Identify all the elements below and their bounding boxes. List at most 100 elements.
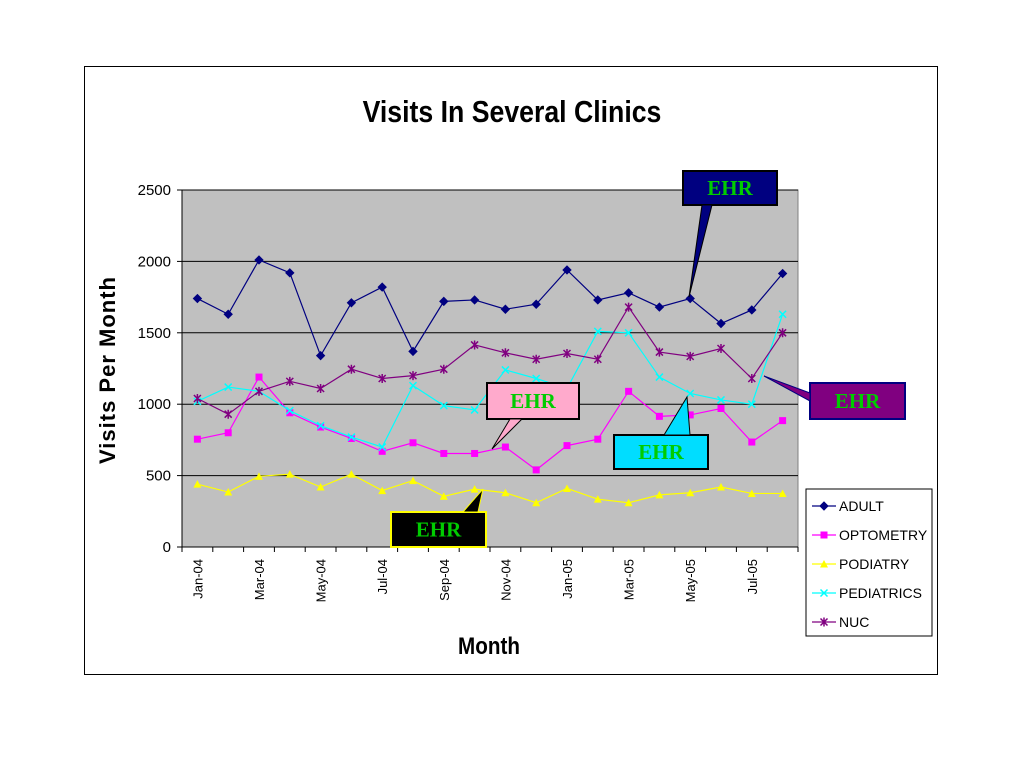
ehr-callout-box bbox=[809, 382, 906, 420]
data-point-nuc bbox=[593, 354, 602, 364]
data-point-adult bbox=[500, 304, 511, 314]
series-line-adult bbox=[197, 259, 784, 358]
ehr-callout-label: EHR bbox=[638, 440, 684, 464]
data-point-podiatry bbox=[532, 498, 541, 507]
y-axis-label: Visits Per Month bbox=[95, 276, 120, 464]
legend-box bbox=[805, 488, 933, 637]
data-point-pediatrics bbox=[501, 365, 510, 374]
plot-area bbox=[181, 189, 799, 548]
y-tick-label: 2000 bbox=[138, 253, 171, 270]
data-point-pediatrics bbox=[224, 383, 233, 392]
data-point-podiatry bbox=[624, 498, 633, 507]
data-point-pediatrics bbox=[470, 405, 479, 414]
x-tick-label: May-05 bbox=[683, 559, 698, 602]
data-point-adult bbox=[223, 309, 233, 319]
data-point-optometry bbox=[409, 439, 417, 447]
data-point-adult bbox=[469, 295, 480, 305]
data-point-pediatrics bbox=[655, 373, 664, 382]
data-point-pediatrics bbox=[778, 310, 787, 319]
data-point-nuc bbox=[347, 364, 356, 374]
y-tick-label: 2500 bbox=[138, 182, 171, 199]
data-point-optometry bbox=[717, 404, 725, 412]
legend-label-podiatry: PODIATRY bbox=[839, 556, 910, 572]
ehr-callout-label: EHR bbox=[835, 389, 881, 413]
ehr-callout-pointer bbox=[491, 418, 524, 450]
data-point-nuc bbox=[285, 376, 294, 386]
chart-title: Visits In Several Clinics bbox=[363, 95, 662, 129]
data-point-optometry bbox=[563, 442, 571, 450]
data-point-nuc bbox=[408, 371, 418, 381]
y-tick-label: 1000 bbox=[138, 396, 171, 413]
data-point-podiatry bbox=[439, 492, 448, 500]
data-point-adult bbox=[285, 268, 295, 278]
data-point-podiatry bbox=[347, 470, 356, 478]
x-tick-label: Mar-05 bbox=[622, 559, 637, 600]
data-point-pediatrics bbox=[686, 389, 695, 398]
ehr-callout-label: EHR bbox=[416, 518, 462, 542]
ehr-callout-box bbox=[486, 382, 580, 420]
ehr-callout-box bbox=[682, 170, 778, 206]
data-point-nuc bbox=[532, 354, 541, 364]
data-point-optometry bbox=[471, 449, 479, 457]
series-line-nuc bbox=[197, 305, 784, 415]
data-point-optometry bbox=[779, 417, 787, 425]
data-point-adult bbox=[531, 299, 541, 309]
x-tick-label: Jul-05 bbox=[745, 559, 760, 594]
x-tick-label: Jan-04 bbox=[190, 559, 205, 599]
legend-label-adult: ADULT bbox=[839, 498, 884, 514]
data-point-optometry bbox=[378, 447, 386, 455]
ehr-callout-box bbox=[613, 434, 709, 470]
y-tick-label: 500 bbox=[146, 468, 171, 485]
data-point-pediatrics bbox=[285, 406, 294, 415]
data-point-optometry bbox=[347, 434, 355, 442]
data-point-adult bbox=[716, 318, 726, 329]
legend-label-optometry: OPTOMETRY bbox=[839, 527, 928, 543]
x-tick-label: Jan-05 bbox=[560, 559, 575, 599]
data-point-adult bbox=[593, 295, 603, 305]
legend-label-nuc: NUC bbox=[839, 614, 869, 630]
data-point-adult bbox=[346, 298, 357, 308]
data-point-pediatrics bbox=[593, 327, 602, 336]
data-point-podiatry bbox=[501, 488, 510, 497]
chart-frame bbox=[84, 66, 938, 675]
data-point-adult bbox=[254, 255, 264, 265]
ehr-callout-pointer bbox=[688, 204, 713, 298]
legend-marker-optometry bbox=[820, 531, 828, 539]
data-point-optometry bbox=[255, 373, 263, 381]
data-point-nuc bbox=[686, 351, 695, 361]
data-point-adult bbox=[408, 346, 418, 357]
data-point-adult bbox=[685, 293, 695, 304]
data-point-nuc bbox=[747, 373, 756, 383]
data-point-pediatrics bbox=[624, 328, 633, 337]
legend-marker-nuc bbox=[819, 617, 829, 627]
ehr-callout-pointer bbox=[763, 375, 811, 402]
data-point-pediatrics bbox=[439, 401, 448, 410]
x-tick-label: Sep-04 bbox=[437, 559, 452, 601]
x-tick-label: Nov-04 bbox=[498, 559, 513, 601]
data-point-podiatry bbox=[193, 480, 202, 488]
data-point-adult bbox=[377, 282, 387, 292]
ehr-callout-label: EHR bbox=[707, 176, 753, 200]
data-point-pediatrics bbox=[532, 374, 541, 383]
data-point-optometry bbox=[286, 409, 294, 417]
data-point-podiatry bbox=[378, 486, 387, 495]
data-point-podiatry bbox=[316, 483, 325, 491]
data-point-nuc bbox=[439, 364, 448, 374]
data-point-adult bbox=[192, 293, 203, 304]
legend-marker-pediatrics bbox=[819, 588, 829, 598]
data-point-adult bbox=[777, 268, 788, 279]
ehr-callout-pointer bbox=[663, 395, 691, 436]
data-point-nuc bbox=[224, 409, 233, 419]
data-point-nuc bbox=[501, 348, 510, 358]
data-point-nuc bbox=[254, 386, 264, 396]
data-point-adult bbox=[623, 288, 634, 298]
x-axis-label: Month bbox=[458, 633, 520, 660]
data-point-podiatry bbox=[563, 484, 571, 492]
data-point-podiatry bbox=[655, 490, 664, 499]
data-point-nuc bbox=[470, 340, 479, 350]
data-point-podiatry bbox=[686, 488, 695, 497]
ehr-callout-pointer bbox=[461, 488, 484, 513]
data-point-pediatrics bbox=[408, 381, 418, 390]
series-line-podiatry bbox=[197, 473, 783, 504]
